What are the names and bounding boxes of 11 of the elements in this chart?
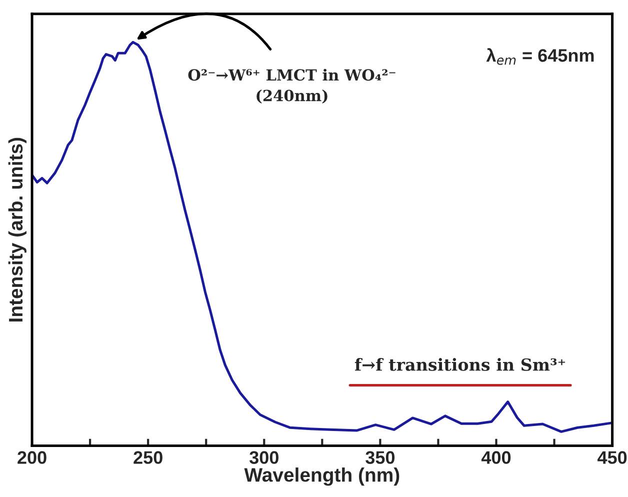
x-tick-label: 350	[366, 451, 395, 464]
x-axis-title: Wavelength (nm)	[244, 468, 400, 486]
y-axis-title: Intensity (arb. units)	[8, 138, 26, 322]
x-tick-label: 300	[249, 451, 278, 464]
x-tick-label: 200	[18, 451, 46, 464]
x-tick-label: 250	[134, 451, 162, 464]
annotation: λ$_{em}$ = 645nm	[486, 48, 594, 65]
x-tick-label: 450	[598, 451, 627, 464]
annotation: O²⁻→W⁶⁺ LMCT in WO₄²⁻ (240nm)	[188, 68, 396, 104]
x-tick-label: 400	[481, 451, 511, 464]
annotation: f→f transitions in Sm³⁺	[354, 358, 565, 371]
